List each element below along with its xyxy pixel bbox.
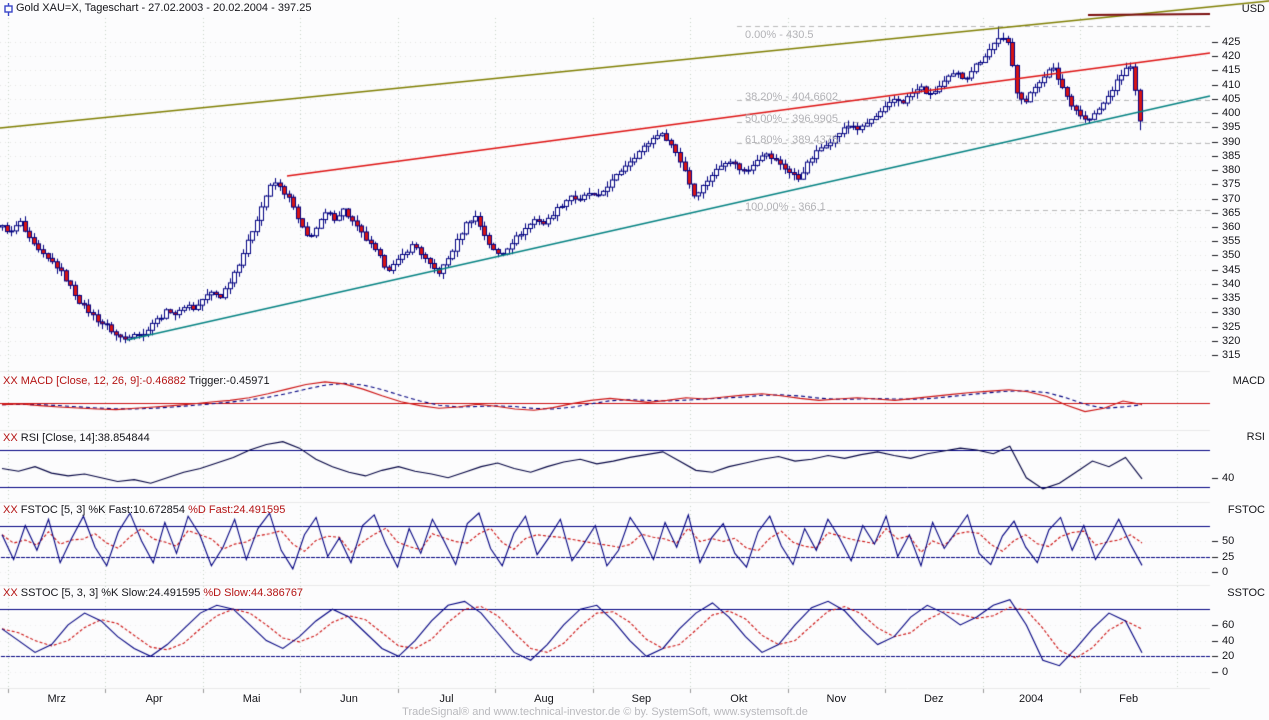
month-label: Mai: [242, 693, 261, 705]
month-label: Nov: [826, 693, 847, 705]
fstoc-header-k: FSTOC [5, 3] %K Fast:10.672854: [20, 504, 189, 516]
month-label: Aug: [534, 693, 554, 705]
price-tick-label: 385: [1222, 149, 1241, 162]
price-tick-label: 325: [1222, 320, 1241, 333]
sstoc-tick-label: 0: [1222, 666, 1229, 678]
sstoc-header-d: %D Slow:44.386767: [203, 587, 304, 599]
price-tick-label: 345: [1222, 263, 1241, 276]
month-label: Sep: [631, 693, 652, 705]
price-tick-label: 390: [1222, 135, 1241, 148]
price-tick-label: 425: [1222, 36, 1241, 48]
rsi-header: XX RSI [Close, 14]:38.854844: [3, 432, 150, 444]
price-tick-label: 410: [1222, 78, 1241, 91]
sstoc-header-k: SSTOC [5, 3, 3] %K Slow:24.491595: [20, 587, 204, 599]
price-tick-label: 370: [1222, 192, 1241, 205]
sstoc-header-prefix: XX: [3, 587, 18, 599]
price-tick-label: 380: [1222, 164, 1241, 177]
fib-level-label: 0.00% - 430.5: [745, 29, 814, 42]
chart-title: Gold XAU=X, Tageschart - 27.02.2003 - 20…: [16, 2, 312, 14]
month-label: Jul: [439, 693, 454, 705]
chart-pin-icon[interactable]: [3, 3, 14, 19]
macd-header-trigger: Trigger:-0.45971: [188, 375, 270, 387]
fstoc-header-d: %D Fast:24.491595: [188, 504, 286, 516]
fib-level-label: 100.00% - 366.1: [745, 200, 826, 213]
price-tick-label: 335: [1222, 292, 1241, 305]
sstoc-header: XX SSTOC [5, 3, 3] %K Slow:24.491595 %D …: [3, 587, 303, 599]
currency-label: USD: [1241, 3, 1265, 15]
price-tick-label: 350: [1222, 249, 1241, 262]
copyright-footer: TradeSignal® and www.technical-investor.…: [402, 706, 808, 718]
price-tick-label: 375: [1222, 178, 1241, 191]
month-label: Feb: [1119, 693, 1139, 705]
price-tick-label: 405: [1222, 92, 1241, 105]
macd-header: XX MACD [Close, 12, 26, 9]:-0.46882 Trig…: [3, 375, 270, 387]
price-tick-label: 320: [1222, 334, 1241, 347]
rsi-tick-label: 40: [1222, 471, 1235, 484]
sstoc-tick-label: 20: [1222, 650, 1235, 663]
price-tick-label: 360: [1222, 220, 1241, 233]
month-label: Dez: [923, 693, 944, 705]
month-label: Okt: [730, 693, 748, 705]
fib-level-label: 50.00% - 396.9905: [745, 112, 838, 125]
fstoc-tick-label: 0: [1222, 566, 1229, 578]
price-tick-label: 355: [1222, 235, 1241, 248]
sstoc-tick-label: 40: [1222, 634, 1235, 647]
sstoc-tick-label: 60: [1222, 618, 1235, 631]
fib-level-label: 61.80% - 389.4375: [745, 134, 838, 147]
price-tick-label: 420: [1222, 50, 1241, 63]
panel-label-fstoc: FSTOC: [1227, 504, 1265, 516]
month-label: Apr: [145, 693, 163, 705]
price-tick-label: 315: [1222, 349, 1241, 361]
fib-level-label: 38.20% - 404.6602: [745, 90, 838, 103]
price-tick-label: 415: [1222, 64, 1241, 77]
panel-label-sstoc: SSTOC: [1227, 587, 1265, 599]
panel-label-rsi: RSI: [1246, 431, 1265, 443]
rsi-header-prefix: XX: [3, 432, 18, 444]
price-tick-label: 340: [1222, 277, 1241, 290]
fstoc-tick-label: 25: [1222, 550, 1235, 563]
price-tick-label: 330: [1222, 306, 1241, 319]
fstoc-header: XX FSTOC [5, 3] %K Fast:10.672854 %D Fas…: [3, 504, 285, 516]
month-label: Jun: [340, 693, 358, 705]
rsi-header-value: RSI [Close, 14]:38.854844: [20, 432, 150, 444]
panel-label-macd: MACD: [1232, 375, 1265, 387]
macd-header-value: XX MACD [Close, 12, 26, 9]:-0.46882: [3, 375, 186, 387]
price-tick-label: 395: [1222, 121, 1241, 134]
month-label: 2004: [1018, 693, 1044, 705]
fstoc-tick-label: 50: [1222, 535, 1235, 547]
month-label: Mrz: [47, 693, 66, 705]
fstoc-header-prefix: XX: [3, 504, 18, 516]
price-tick-label: 365: [1222, 206, 1241, 219]
price-tick-label: 400: [1222, 107, 1241, 120]
